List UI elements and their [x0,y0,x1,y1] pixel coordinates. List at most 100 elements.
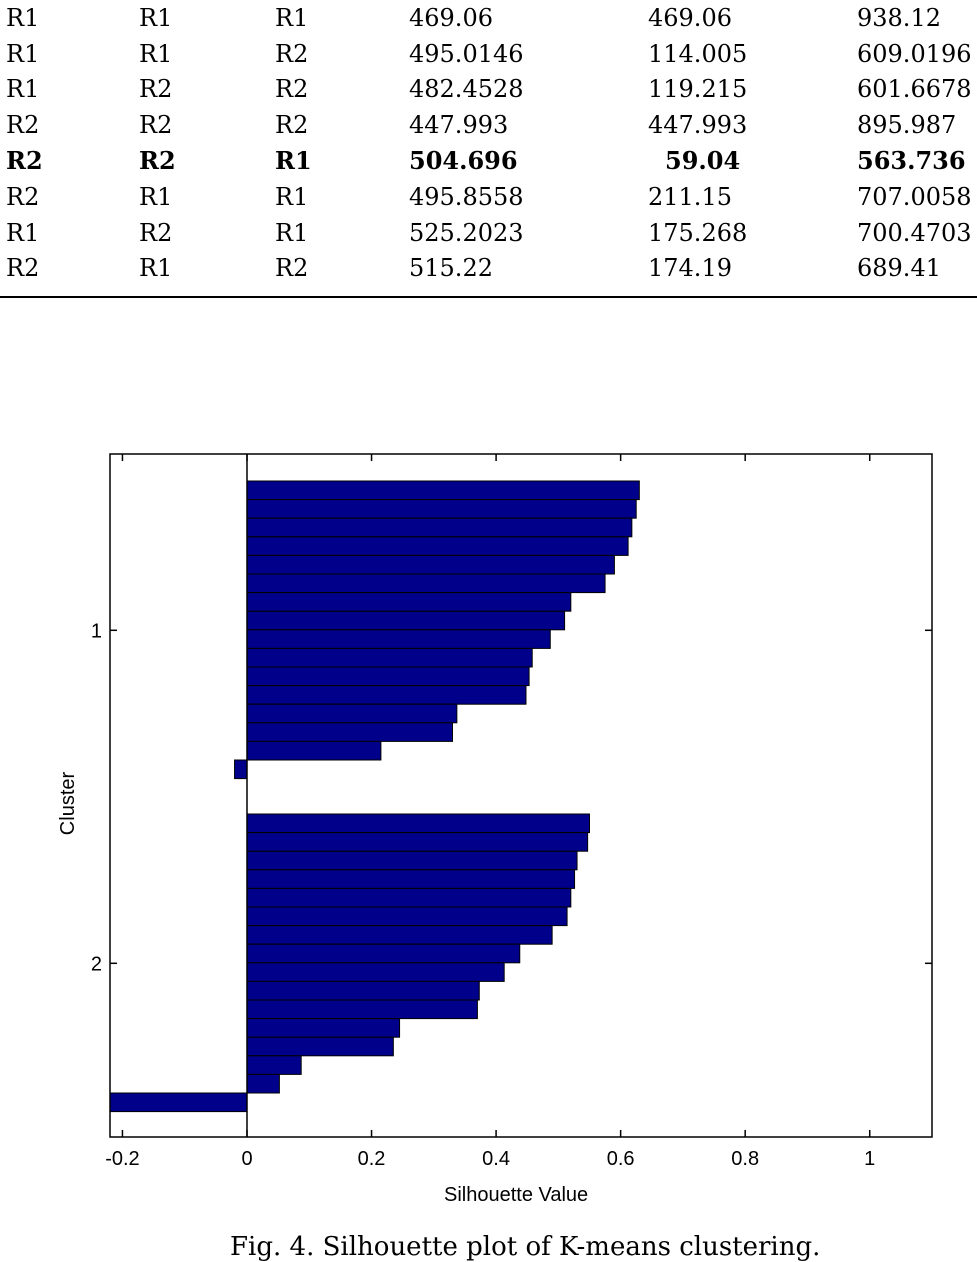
table-cell: 447.993 [409,111,509,140]
x-axis-label: Silhouette Value [444,1184,588,1206]
silhouette-bar [246,887,572,908]
table-cell: 495.0146 [409,39,524,68]
silhouette-bar [246,536,629,556]
y-tick-label: 1 [91,620,102,642]
table-cell: R1 [139,182,173,211]
table-cell: 601.6678 [857,75,972,104]
silhouette-bar [246,1018,401,1038]
table-row: R2 R2 R1 504.696 59.04 563.736 [0,143,977,179]
table-cell: R2 [275,39,309,68]
table-cell: 700.4703 [857,218,972,247]
silhouette-bar [246,980,480,1001]
silhouette-bar [246,629,551,649]
table-cell: R2 [139,218,173,247]
silhouette-bar [246,943,521,964]
x-tick-label: 0 [241,1148,252,1170]
table-cell: 563.736 [857,146,966,176]
table-cell: R1 [275,182,309,211]
silhouette-bar [246,685,527,705]
results-table: R1 R1 R1 469.06 469.06 938.12 R1 R1 R2 495.0146 11… [0,0,977,286]
silhouette-bar [234,759,248,780]
table-row: R2 R1 R1 495.8558 211.15 707.0058 [0,179,977,215]
silhouette-bar [246,832,589,852]
table-cell: R1 [6,218,40,247]
table-cell: 938.12 [857,3,941,32]
silhouette-bar [246,592,572,612]
silhouette-bar [246,1073,280,1094]
table-cell: R1 [275,3,309,32]
silhouette-bar [109,1092,248,1113]
table-row: R1 R2 R2 482.4528 119.215 601.6678 [0,72,977,108]
table-cell: 114.005 [648,39,748,68]
silhouette-bar [246,869,576,889]
table-cell: R1 [6,3,40,32]
table-cell: R2 [139,146,176,176]
silhouette-bars [109,480,640,1113]
table-cell: 689.41 [857,254,941,283]
table-cell: 525.2023 [409,218,524,247]
table-cell: 515.22 [409,254,493,283]
x-tick-label: 1 [864,1148,875,1170]
table-cell: R1 [275,218,309,247]
silhouette-bar [246,573,606,594]
table-row: R2 R1 R2 515.22 174.19 689.41 [0,251,977,287]
table-cell: R2 [275,75,309,104]
silhouette-bar [246,554,615,575]
figure-caption: Fig. 4. Silhouette plot of K-means clust… [230,1232,821,1262]
table-cell: R1 [6,39,40,68]
table-cell: R2 [139,75,173,104]
silhouette-bar [246,740,382,761]
silhouette-bar [246,480,640,501]
table-cell: R1 [6,75,40,104]
table-cell: R2 [6,111,40,140]
silhouette-bar [246,1036,394,1057]
silhouette-bar [246,962,505,982]
table-cell: 895.987 [857,111,957,140]
silhouette-bar [246,647,533,668]
results-table-body: R1 R1 R1 469.06 469.06 938.12 R1 R1 R2 495.0146 11… [0,0,977,286]
silhouette-bar [246,1055,302,1075]
x-tick-label: 0.8 [731,1148,759,1170]
silhouette-bar [246,499,637,519]
y-axis-label: Cluster [57,771,79,835]
table-cell: R2 [275,254,309,283]
table-row: R1 R1 R2 495.0146 114.005 609.0196 [0,36,977,72]
silhouette-bar [246,722,453,742]
table-cell: 469.06 [648,3,732,32]
table-cell: 504.696 [409,146,518,176]
table-cell: R1 [275,146,312,176]
table-cell: 447.993 [648,111,748,140]
table-cell: R2 [6,146,43,176]
silhouette-bar [246,906,568,927]
table-cell: 175.268 [648,218,748,247]
table-cell: R1 [139,254,173,283]
table-cell: R2 [275,111,309,140]
table-cell: 707.0058 [857,182,972,211]
table-cell: R2 [6,254,40,283]
silhouette-bar [246,999,478,1020]
table-cell: 609.0196 [857,39,972,68]
x-tick-label: -0.2 [105,1148,139,1170]
table-cell: 495.8558 [409,182,524,211]
table-cell: R1 [139,39,173,68]
table-cell: R2 [139,111,173,140]
plot-frame [109,453,933,1138]
x-tick-label: 0.6 [607,1148,635,1170]
x-tick-label: 0.2 [358,1148,386,1170]
silhouette-bar [246,610,566,631]
silhouette-bar [246,666,530,687]
table-bottom-rule [0,296,977,298]
table-cell: 211.15 [648,182,732,211]
table-row: R1 R2 R1 525.2023 175.268 700.4703 [0,215,977,251]
table-row: R2 R2 R2 447.993 447.993 895.987 [0,107,977,143]
silhouette-bar [246,925,553,945]
table-cell: R2 [6,182,40,211]
table-cell: 119.215 [648,75,748,104]
table-cell: R1 [139,3,173,32]
table-cell: 174.19 [648,254,732,283]
table-cell: 469.06 [409,3,493,32]
table-row: R1 R1 R1 469.06 469.06 938.12 [0,0,977,36]
axis-ticks: -0.2 0 0.2 0.4 0.6 0.8 1 1 2 [91,454,932,1170]
silhouette-chart: -0.2 0 0.2 0.4 0.6 0.8 1 1 2 Silhouette Value Cl… [57,453,933,1206]
table-cell: 482.4528 [409,75,524,104]
